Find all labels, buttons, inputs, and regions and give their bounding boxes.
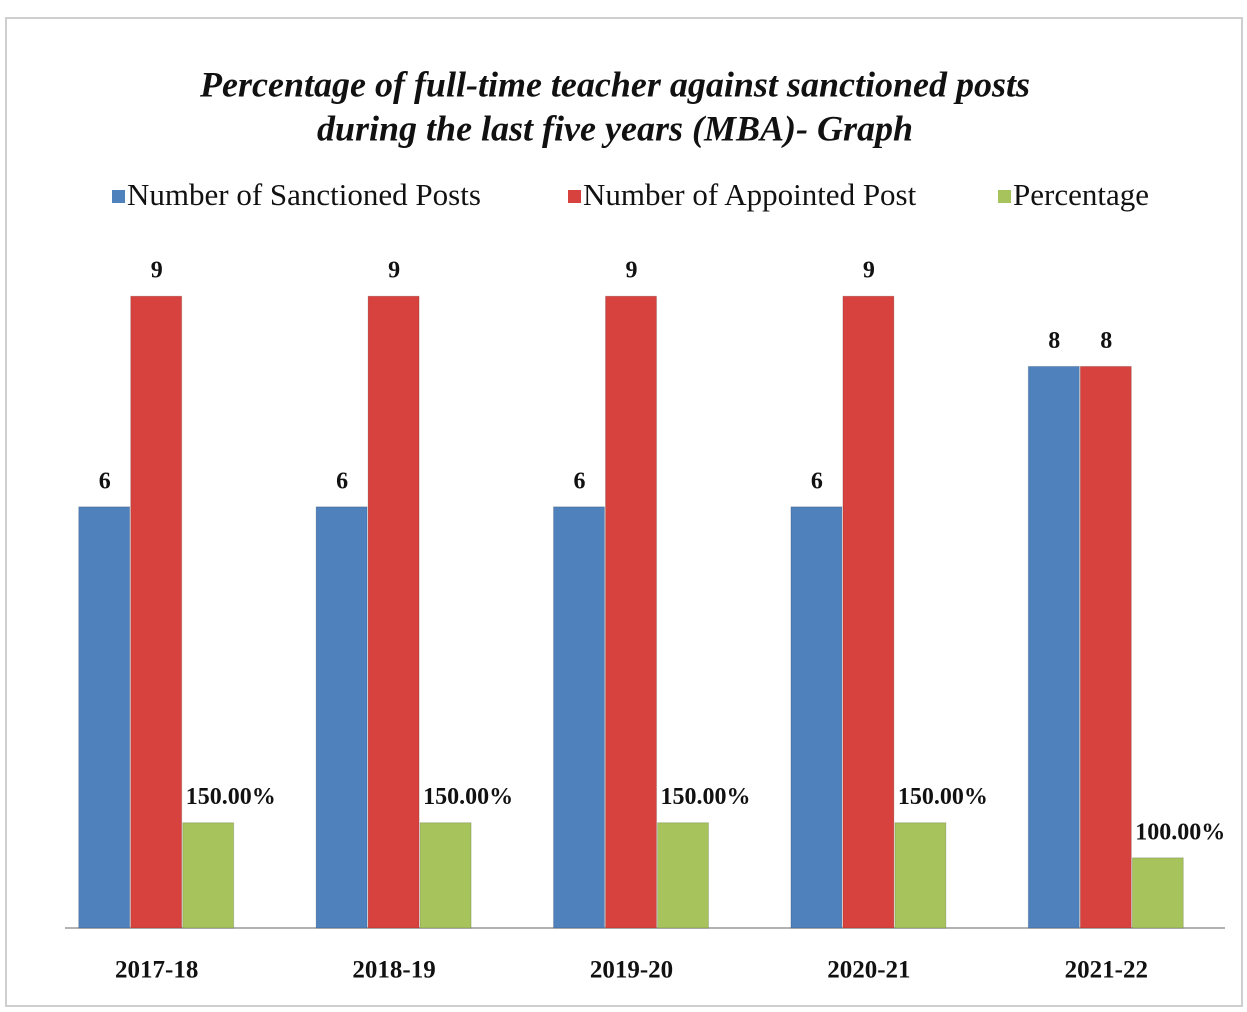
x-tick-label: 2017-18 (115, 957, 198, 984)
data-label: 150.00% (661, 784, 751, 810)
data-label: 6 (336, 468, 348, 494)
bar (894, 822, 947, 929)
legend-swatch (568, 190, 581, 203)
bar (182, 822, 235, 929)
bar (790, 506, 843, 929)
data-label: 100.00% (1135, 819, 1225, 845)
data-label: 9 (863, 258, 875, 284)
x-tick-label: 2021-22 (1065, 957, 1148, 984)
data-label: 150.00% (898, 784, 988, 810)
bar (130, 295, 183, 929)
data-label: 6 (99, 468, 111, 494)
data-label: 6 (574, 468, 586, 494)
data-label: 8 (1100, 328, 1112, 354)
data-label: 9 (151, 258, 163, 284)
legend-label: Number of Appointed Post (583, 177, 917, 212)
bar (1131, 857, 1184, 929)
x-tick-label: 2020-21 (827, 957, 910, 984)
x-tick-label: 2019-20 (590, 957, 673, 984)
bar (657, 822, 709, 929)
legend-label: Number of Sanctioned Posts (127, 177, 481, 212)
chart-title: during the last five years (MBA)- Graph (317, 108, 913, 148)
bar (1079, 365, 1132, 929)
x-tick-label: 2018-19 (352, 957, 435, 984)
bar (605, 295, 657, 929)
chart-title: Percentage of full-time teacher against … (199, 64, 1030, 104)
legend-swatch (998, 190, 1011, 203)
data-label: 9 (626, 258, 638, 284)
legend-swatch (112, 190, 125, 203)
bar (78, 506, 131, 929)
bar (367, 295, 420, 929)
data-label: 150.00% (186, 784, 276, 810)
bar (842, 295, 895, 929)
data-label: 6 (811, 468, 823, 494)
legend-label: Percentage (1013, 177, 1149, 212)
data-label: 150.00% (423, 784, 513, 810)
bar (553, 506, 605, 929)
data-label: 9 (388, 258, 400, 284)
bar (1027, 365, 1080, 929)
bar (315, 506, 368, 929)
data-label: 8 (1048, 328, 1060, 354)
bar (419, 822, 472, 929)
